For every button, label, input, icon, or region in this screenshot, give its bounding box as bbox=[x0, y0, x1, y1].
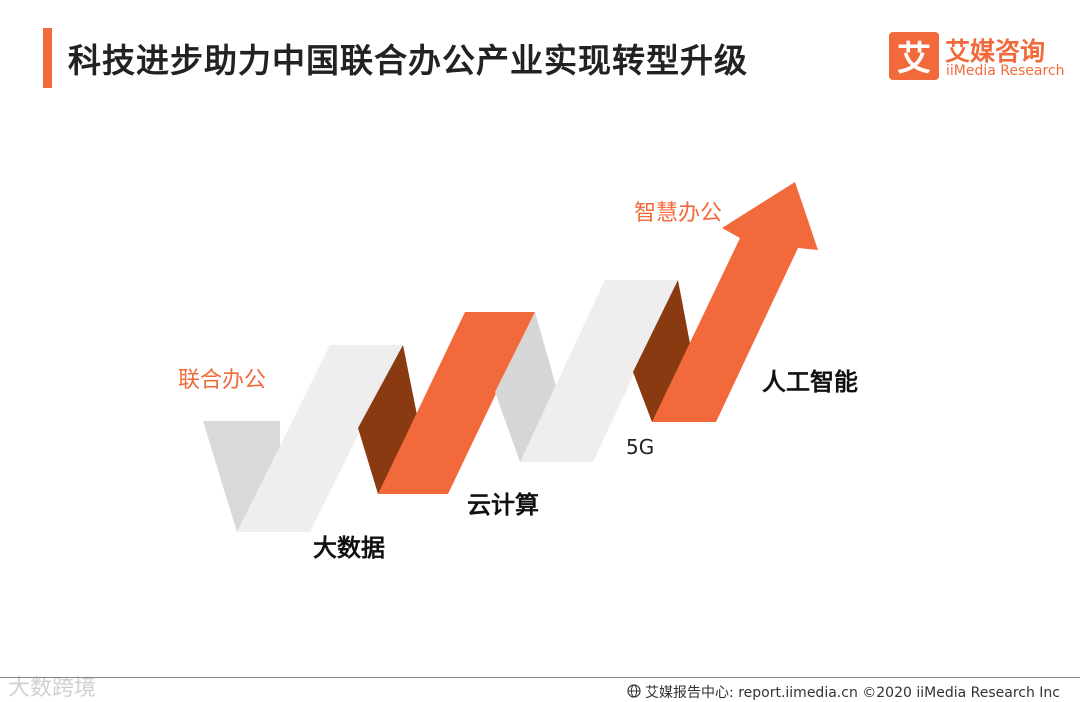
title-accent-bar bbox=[43, 28, 52, 88]
footer-source-text: 艾媒报告中心: report.iimedia.cn ©2020 iiMedia … bbox=[645, 685, 1060, 701]
footer-divider bbox=[0, 677, 1080, 678]
stage-label-5g: 5G bbox=[626, 435, 655, 459]
footer-source: 艾媒报告中心: report.iimedia.cn ©2020 iiMedia … bbox=[627, 682, 1060, 702]
brand-logo: 艾 艾媒咨询 iiMedia Research bbox=[889, 32, 1069, 82]
ribbon-dark-fold-1 bbox=[358, 345, 420, 494]
watermark: 大数跨境 bbox=[8, 676, 97, 701]
ribbon-orange-arrow bbox=[652, 182, 818, 422]
label-end-smart-office: 智慧办公 bbox=[634, 201, 723, 226]
stage-label-cloud-computing: 云计算 bbox=[467, 491, 539, 519]
stage-label-ai: 人工智能 bbox=[762, 368, 858, 396]
logo-name-cn: 艾媒咨询 bbox=[945, 37, 1046, 66]
ribbon-light-band-2 bbox=[520, 280, 678, 462]
globe-icon bbox=[627, 684, 641, 702]
ribbon-light-band-1 bbox=[237, 345, 403, 532]
logo-name-en: iiMedia Research bbox=[946, 63, 1065, 79]
page-title: 科技进步助力中国联合办公产业实现转型升级 bbox=[68, 41, 748, 80]
logo-mark-icon: 艾 bbox=[889, 32, 939, 80]
ribbon-orange-band-1 bbox=[378, 312, 535, 494]
logo-mark-glyph: 艾 bbox=[897, 39, 931, 79]
stage-label-big-data: 大数据 bbox=[313, 534, 385, 562]
label-start-coworking: 联合办公 bbox=[178, 368, 267, 393]
